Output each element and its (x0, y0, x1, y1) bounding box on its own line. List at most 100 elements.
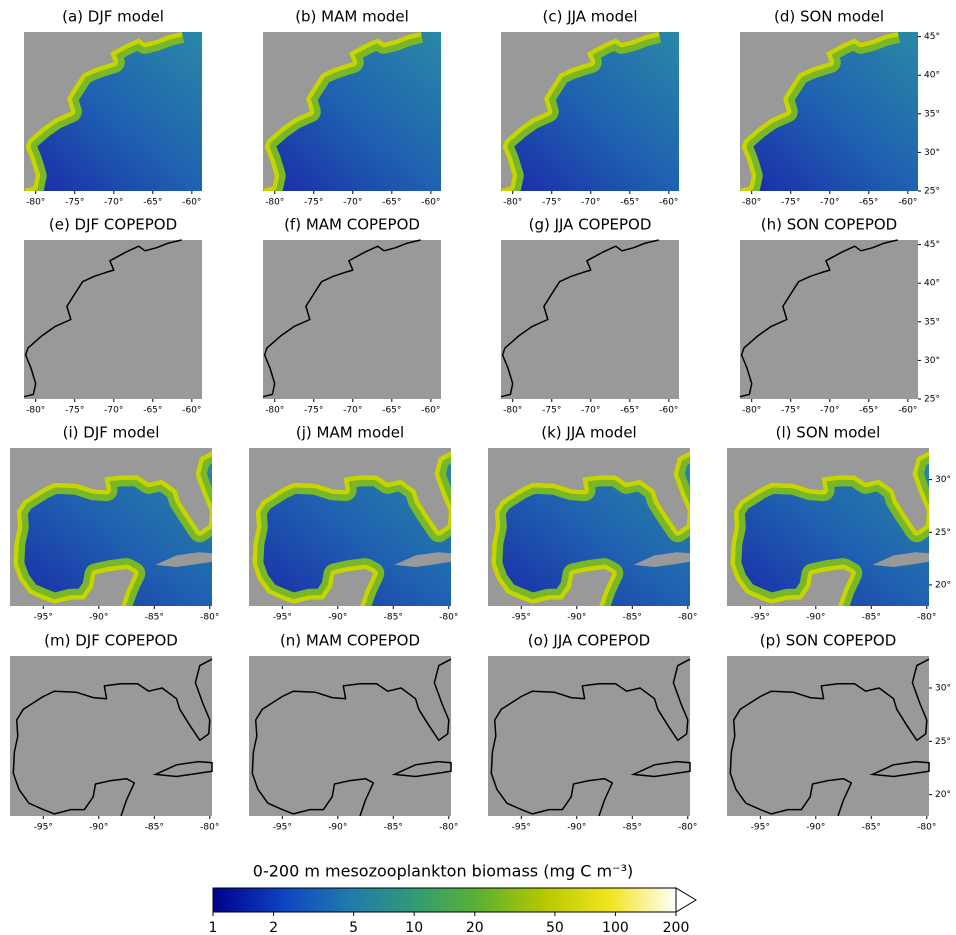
y-tick-label: 40° (924, 279, 940, 289)
x-tick-label: -80° (742, 406, 761, 416)
land-background (740, 240, 918, 399)
panel-title: (k) JJA model (541, 424, 636, 442)
x-tick-label: -70° (343, 198, 362, 208)
x-tick-label: -90° (89, 823, 108, 833)
x-tick-label: -90° (328, 613, 347, 623)
panel-title: (n) MAM COPEPOD (280, 632, 420, 650)
x-tick-label: -90° (89, 613, 108, 623)
x-tick-label: -80° (200, 613, 219, 623)
y-tick-label: 20° (935, 580, 951, 590)
y-tick-label: 25° (924, 187, 940, 197)
land-background (24, 240, 202, 399)
x-tick-label: -80° (26, 406, 45, 416)
x-tick-label: -80° (200, 823, 219, 833)
panel-title: (c) JJA model (542, 8, 637, 26)
panel-title: (m) DJF COPEPOD (44, 632, 178, 650)
x-tick-label: -75° (542, 198, 561, 208)
x-tick-label: -95° (34, 823, 53, 833)
map-panel (263, 32, 441, 191)
x-tick-label: -80° (265, 406, 284, 416)
figure: 0-200 m mesozooplankton biomass (mg C m⁻… (0, 0, 956, 935)
x-tick-label: -70° (343, 406, 362, 416)
x-tick-label: -75° (65, 406, 84, 416)
land-background (249, 656, 451, 816)
x-tick-label: -65° (859, 198, 878, 208)
x-tick-label: -60° (182, 198, 201, 208)
y-tick-label: 40° (924, 71, 940, 81)
x-tick-label: -85° (145, 613, 164, 623)
map-panel (10, 656, 212, 816)
x-tick-label: -80° (917, 613, 936, 623)
panel-title: (l) SON model (776, 424, 881, 442)
map-panel (24, 32, 202, 191)
x-tick-label: -80° (678, 613, 697, 623)
x-tick-label: -65° (382, 406, 401, 416)
x-tick-label: -95° (751, 823, 770, 833)
x-tick-label: -70° (820, 406, 839, 416)
y-tick-label: 30° (935, 475, 951, 485)
x-tick-label: -75° (304, 406, 323, 416)
x-tick-label: -80° (439, 823, 458, 833)
map-panel (727, 656, 929, 816)
x-tick-label: -75° (781, 198, 800, 208)
colorbar-tick-label: 2 (269, 920, 278, 935)
colorbar (213, 888, 676, 912)
x-tick-label: -65° (620, 198, 639, 208)
x-tick-label: -95° (34, 613, 53, 623)
x-tick-label: -70° (820, 198, 839, 208)
colorbar-tick-label: 100 (602, 920, 629, 935)
x-tick-label: -85° (623, 823, 642, 833)
x-tick-label: -65° (143, 198, 162, 208)
x-tick-label: -95° (273, 823, 292, 833)
x-tick-label: -60° (659, 198, 678, 208)
panel-title: (j) MAM model (296, 424, 404, 442)
x-tick-label: -85° (623, 613, 642, 623)
panel-title: (o) JJA COPEPOD (528, 632, 650, 650)
x-tick-label: -60° (182, 406, 201, 416)
x-tick-label: -60° (421, 198, 440, 208)
x-tick-label: -75° (304, 198, 323, 208)
y-tick-label: 25° (924, 395, 940, 405)
x-tick-label: -60° (659, 406, 678, 416)
map-panel (740, 32, 918, 191)
x-tick-label: -95° (512, 823, 531, 833)
x-tick-label: -70° (104, 406, 123, 416)
y-tick-label: 45° (924, 32, 940, 42)
colorbar-label: 0-200 m mesozooplankton biomass (mg C m⁻… (253, 862, 633, 881)
x-tick-label: -60° (898, 198, 917, 208)
map-panel (488, 448, 690, 606)
y-tick-label: 20° (935, 790, 951, 800)
x-tick-label: -65° (382, 198, 401, 208)
panel-title: (a) DJF model (62, 8, 164, 26)
x-tick-label: -95° (512, 613, 531, 623)
x-tick-label: -60° (421, 406, 440, 416)
land-background (10, 656, 212, 816)
x-tick-label: -75° (542, 406, 561, 416)
x-tick-label: -85° (384, 823, 403, 833)
x-tick-label: -85° (862, 613, 881, 623)
map-panel (501, 32, 679, 191)
y-tick-label: 30° (935, 684, 951, 694)
colorbar-tick-label: 50 (546, 920, 564, 935)
x-tick-label: -70° (581, 198, 600, 208)
x-tick-label: -80° (917, 823, 936, 833)
x-tick-label: -80° (742, 198, 761, 208)
map-panel (249, 656, 451, 816)
x-tick-label: -75° (65, 198, 84, 208)
colorbar-tick-label: 10 (405, 920, 423, 935)
map-panel (249, 448, 451, 606)
panel-title: (i) DJF model (63, 424, 160, 442)
map-panel (24, 240, 202, 399)
x-tick-label: -80° (503, 406, 522, 416)
x-tick-label: -75° (781, 406, 800, 416)
panel-title: (b) MAM model (295, 8, 409, 26)
x-tick-label: -65° (620, 406, 639, 416)
x-tick-label: -65° (143, 406, 162, 416)
x-tick-label: -95° (751, 613, 770, 623)
x-tick-label: -85° (862, 823, 881, 833)
colorbar-tick-label: 20 (466, 920, 484, 935)
x-tick-label: -90° (567, 613, 586, 623)
map-panel (488, 656, 690, 816)
panel-title: (p) SON COPEPOD (760, 632, 897, 650)
x-tick-label: -80° (678, 823, 697, 833)
